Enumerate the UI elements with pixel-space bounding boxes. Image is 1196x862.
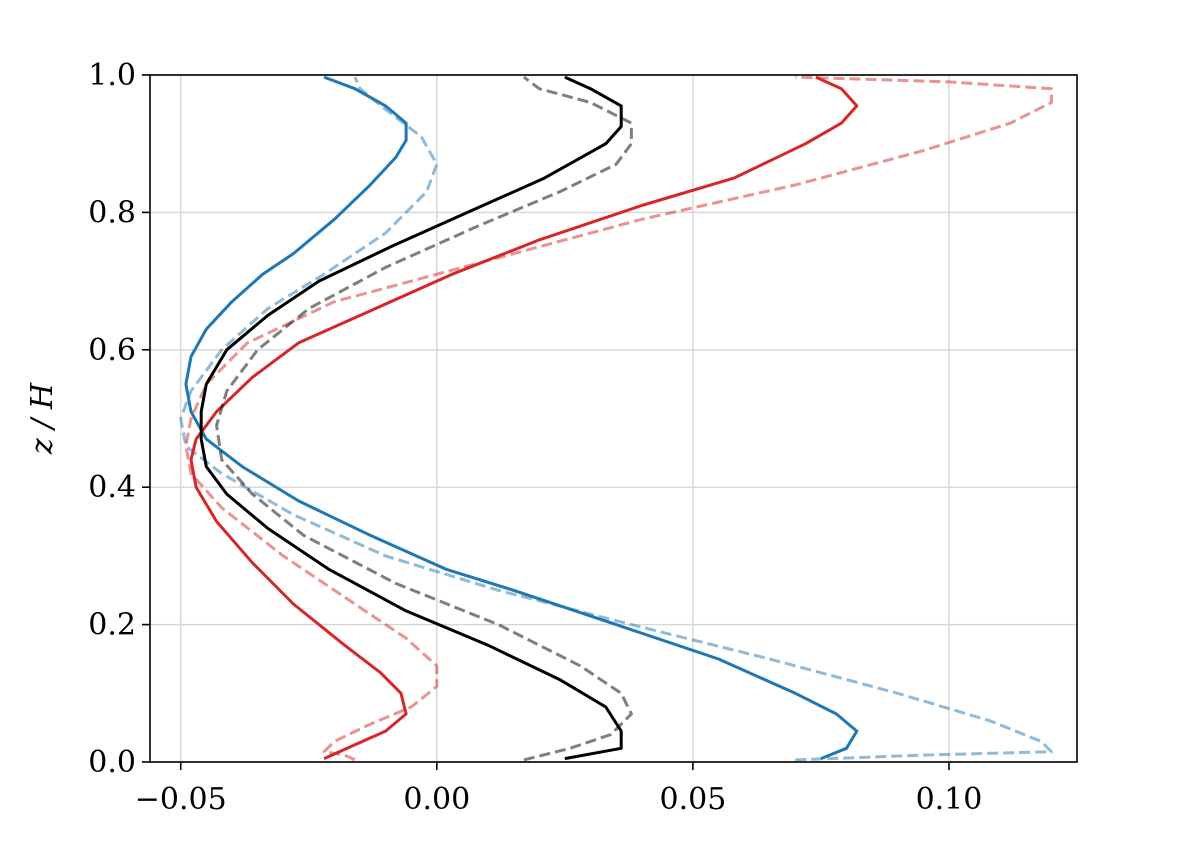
y-tick-label: 0.8 [88,195,136,230]
plot-frame [149,74,1078,763]
x-tick-label: 0.00 [403,782,470,817]
y-tick-label: 0.2 [88,608,136,643]
y-axis-title: z / H [25,382,60,455]
series-line-3-solid [189,75,859,760]
series-line-4-dashed [184,75,1053,762]
series-line-5-solid [199,75,623,761]
y-axis: 0.0 0.2 0.4 0.6 0.8 1.0 [88,58,150,780]
series-line-6-dashed [215,75,633,762]
series-line-2-dashed [179,76,1053,762]
y-tick-label: 0.0 [88,745,136,780]
series-line-1-solid [184,75,859,760]
x-tick-label: 0.05 [659,782,726,817]
x-axis: −0.05 0.00 0.05 0.10 [135,762,983,817]
y-tick-label: 0.6 [88,333,136,368]
series-layer [179,75,1053,762]
y-tick-label: 1.0 [88,58,136,93]
x-tick-label: −0.05 [135,782,227,817]
grid [150,74,1077,763]
y-tick-label: 0.4 [88,470,136,505]
x-tick-label: 0.10 [916,782,983,817]
